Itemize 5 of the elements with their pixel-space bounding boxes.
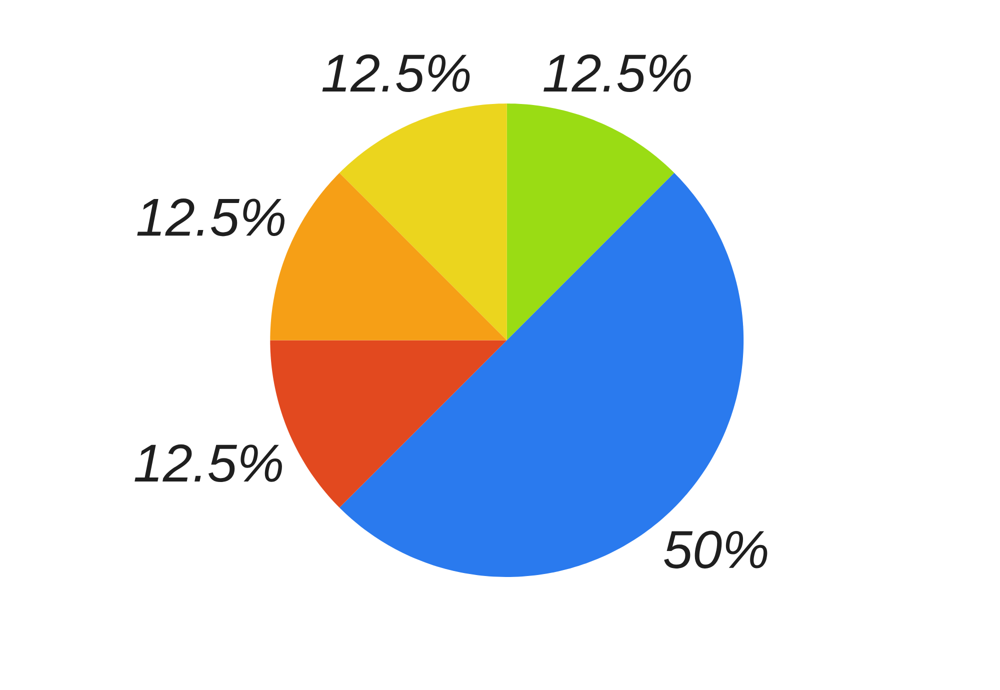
data-label: 12.5% (134, 444, 282, 482)
data-label: 12.5% (137, 198, 284, 236)
data-label: 50% (664, 530, 768, 568)
data-label: 12.5% (322, 54, 470, 92)
data-label: 12.5% (544, 54, 691, 92)
